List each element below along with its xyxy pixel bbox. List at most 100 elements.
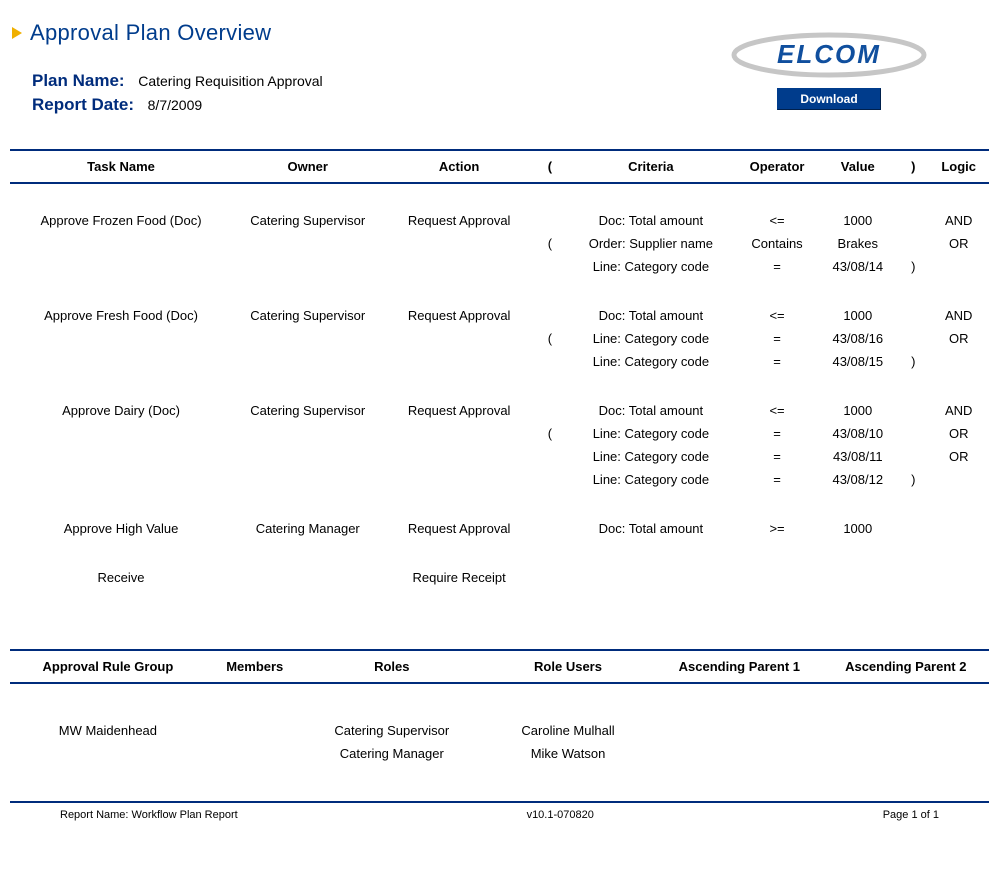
cell-lp: ( [535, 232, 565, 255]
cell-logic [928, 517, 989, 540]
cell-task: Approve Frozen Food (Doc) [10, 209, 232, 232]
table-row: (Line: Category code=43/08/16OR [10, 327, 989, 350]
cell-owner [232, 445, 383, 468]
table-row: Line: Category code=43/08/15) [10, 350, 989, 373]
cell-criteria: Doc: Total amount [565, 399, 737, 422]
cell-op: = [737, 468, 818, 491]
report-date-row: Report Date: 8/7/2009 [32, 95, 729, 115]
cell-action: Request Approval [383, 517, 534, 540]
cell-members [206, 719, 304, 742]
plan-name-value: Catering Requisition Approval [138, 73, 322, 89]
cell-rp [898, 399, 928, 422]
cell-owner [232, 566, 383, 589]
cell-action [383, 468, 534, 491]
footer: Report Name: Workflow Plan Report v10.1-… [10, 803, 989, 821]
table-row: (Order: Supplier nameContainsBrakesOR [10, 232, 989, 255]
cell-task: Receive [10, 566, 232, 589]
rule-group-tbody: MW MaidenheadCatering SupervisorCaroline… [10, 683, 989, 765]
cell-op: = [737, 350, 818, 373]
cell-logic [928, 350, 989, 373]
cell-lp [535, 209, 565, 232]
cell-lp [535, 445, 565, 468]
cell-task [10, 468, 232, 491]
header-right: ELCOM Download [729, 20, 989, 110]
cell-task: Approve Fresh Food (Doc) [10, 304, 232, 327]
cell-criteria: Line: Category code [565, 327, 737, 350]
cell-value: 1000 [817, 399, 898, 422]
cell-op: >= [737, 517, 818, 540]
report-date-value: 8/7/2009 [148, 97, 203, 113]
cell-task: Approve Dairy (Doc) [10, 399, 232, 422]
table-row: Approve Frozen Food (Doc)Catering Superv… [10, 209, 989, 232]
cell-task [10, 327, 232, 350]
triangle-right-icon [12, 27, 22, 39]
cell-task [10, 422, 232, 445]
col-value: Value [817, 151, 898, 183]
cell-rp [898, 209, 928, 232]
cell-task [10, 350, 232, 373]
cell-task [10, 255, 232, 278]
cell-rp: ) [898, 468, 928, 491]
table-row: Catering ManagerMike Watson [10, 742, 989, 765]
cell-rp [898, 445, 928, 468]
svg-text:ELCOM: ELCOM [777, 39, 881, 69]
cell-logic: OR [928, 232, 989, 255]
cell-rp [898, 232, 928, 255]
cell-logic [928, 566, 989, 589]
col-rparen: ) [898, 151, 928, 183]
spacer-row [10, 278, 989, 304]
cell-owner: Catering Supervisor [232, 209, 383, 232]
cell-value [817, 566, 898, 589]
report-date-label: Report Date: [32, 95, 134, 115]
table-row: Approve Fresh Food (Doc)Catering Supervi… [10, 304, 989, 327]
cell-action: Require Receipt [383, 566, 534, 589]
cell-lp [535, 566, 565, 589]
cell-owner: Catering Supervisor [232, 304, 383, 327]
logo: ELCOM [729, 30, 929, 80]
spacer-row [10, 373, 989, 399]
cell-user: Mike Watson [480, 742, 656, 765]
cell-lp [535, 517, 565, 540]
col-action: Action [383, 151, 534, 183]
cell-value: 1000 [817, 304, 898, 327]
cell-lp [535, 350, 565, 373]
table-row: MW MaidenheadCatering SupervisorCaroline… [10, 719, 989, 742]
cell-logic: AND [928, 304, 989, 327]
cell-op: = [737, 445, 818, 468]
table-row: Line: Category code=43/08/11OR [10, 445, 989, 468]
cell-criteria: Line: Category code [565, 255, 737, 278]
cell-op: = [737, 422, 818, 445]
approval-tasks-thead: Task Name Owner Action ( Criteria Operat… [10, 151, 989, 183]
header-left: Approval Plan Overview Plan Name: Cateri… [10, 20, 729, 119]
cell-criteria: Doc: Total amount [565, 517, 737, 540]
cell-owner [232, 327, 383, 350]
cell-criteria: Line: Category code [565, 350, 737, 373]
approval-rule-group-table: Approval Rule Group Members Roles Role U… [10, 649, 989, 765]
cell-owner [232, 350, 383, 373]
cell-action: Request Approval [383, 304, 534, 327]
col-parent2: Ascending Parent 2 [823, 650, 989, 683]
download-button[interactable]: Download [777, 88, 880, 110]
cell-criteria: Doc: Total amount [565, 304, 737, 327]
footer-center: v10.1-070820 [527, 809, 594, 821]
cell-op [737, 566, 818, 589]
cell-value: 43/08/10 [817, 422, 898, 445]
footer-right: Page 1 of 1 [883, 809, 939, 821]
cell-owner [232, 232, 383, 255]
cell-rp [898, 422, 928, 445]
cell-group: MW Maidenhead [10, 719, 206, 742]
table-row: Line: Category code=43/08/12) [10, 468, 989, 491]
cell-p1 [656, 742, 822, 765]
cell-rp: ) [898, 350, 928, 373]
cell-lp: ( [535, 327, 565, 350]
cell-task [10, 445, 232, 468]
cell-lp [535, 255, 565, 278]
cell-action: Request Approval [383, 399, 534, 422]
col-lparen: ( [535, 151, 565, 183]
plan-name-label: Plan Name: [32, 71, 125, 91]
cell-lp: ( [535, 422, 565, 445]
cell-action [383, 422, 534, 445]
cell-criteria: Doc: Total amount [565, 209, 737, 232]
approval-tasks-tbody: Approve Frozen Food (Doc)Catering Superv… [10, 183, 989, 589]
elcom-logo-icon: ELCOM [729, 30, 929, 80]
